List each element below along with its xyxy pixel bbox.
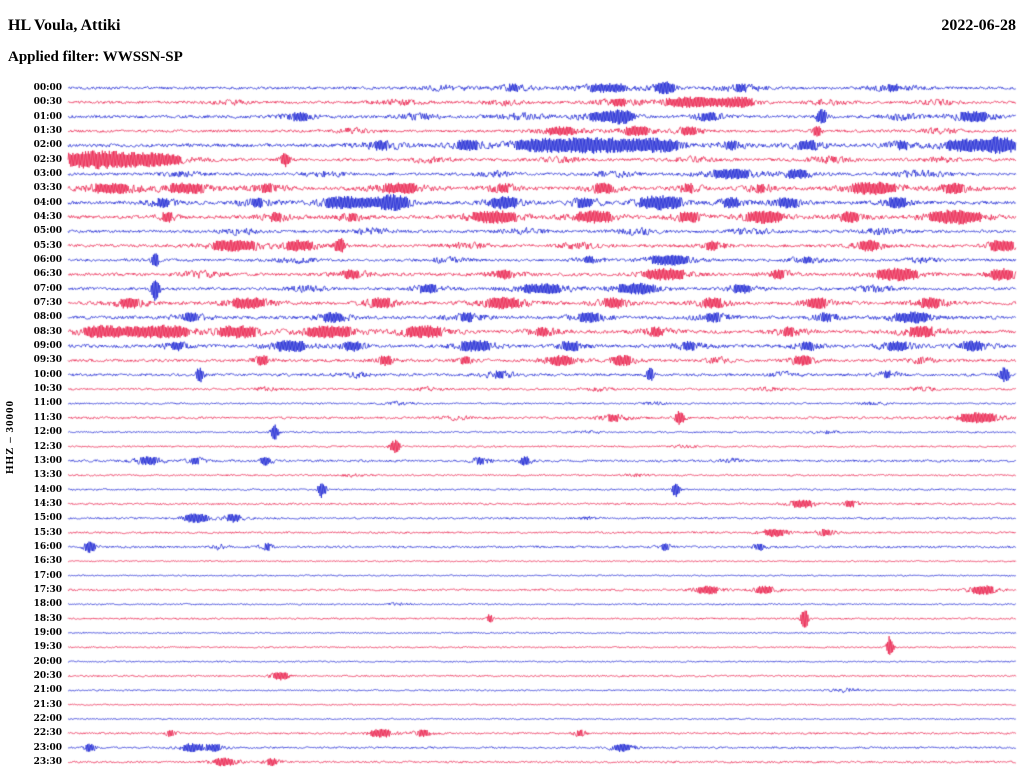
time-label: 09:00 xyxy=(33,341,62,352)
time-label: 01:30 xyxy=(33,126,62,137)
time-label: 18:30 xyxy=(33,613,62,624)
time-axis: 00:00 00:30 01:00 01:30 02:00 02:30 03:00 03:30… xyxy=(0,0,64,780)
time-label: 02:30 xyxy=(33,154,62,165)
time-label: 05:30 xyxy=(33,240,62,251)
time-label: 03:00 xyxy=(33,169,62,180)
time-label: 15:00 xyxy=(33,513,62,524)
time-label: 12:00 xyxy=(33,427,62,438)
time-label: 21:00 xyxy=(33,685,62,696)
time-label: 04:00 xyxy=(33,197,62,208)
time-label: 02:00 xyxy=(33,140,62,151)
time-label: 04:30 xyxy=(33,212,62,223)
time-label: 03:30 xyxy=(33,183,62,194)
time-label: 13:00 xyxy=(33,455,62,466)
time-label: 18:00 xyxy=(33,599,62,610)
time-label: 11:30 xyxy=(33,412,62,423)
time-label: 20:30 xyxy=(33,670,62,681)
time-label: 23:30 xyxy=(33,757,62,767)
time-label: 07:30 xyxy=(33,298,62,309)
time-label: 10:30 xyxy=(33,384,62,395)
time-label: 11:00 xyxy=(33,398,62,409)
time-label: 17:30 xyxy=(33,584,62,595)
filter-label: Applied filter: WWSSN-SP xyxy=(8,49,183,65)
time-label: 15:30 xyxy=(33,527,62,538)
time-label: 06:30 xyxy=(33,269,62,280)
time-label: 09:30 xyxy=(33,355,62,366)
time-label: 00:30 xyxy=(33,97,62,108)
time-label: 13:30 xyxy=(33,470,62,481)
time-label: 16:00 xyxy=(33,541,62,552)
station-title: HL Voula, Attiki xyxy=(8,17,121,34)
time-label: 14:30 xyxy=(33,498,62,509)
time-label: 19:30 xyxy=(33,642,62,653)
time-label: 12:30 xyxy=(33,441,62,452)
time-label: 23:00 xyxy=(33,742,62,753)
date-label: 2022-06-28 xyxy=(941,17,1016,34)
time-label: 21:30 xyxy=(33,699,62,710)
time-label: 08:30 xyxy=(33,326,62,337)
time-label: 08:00 xyxy=(33,312,62,323)
time-label: 22:30 xyxy=(33,728,62,739)
time-label: 19:00 xyxy=(33,627,62,638)
time-label: 22:00 xyxy=(33,713,62,724)
time-label: 07:00 xyxy=(33,283,62,294)
time-label: 14:00 xyxy=(33,484,62,495)
time-label: 16:30 xyxy=(33,556,62,567)
time-label: 17:00 xyxy=(33,570,62,581)
time-label: 01:00 xyxy=(33,111,62,122)
time-label: 10:00 xyxy=(33,369,62,380)
time-label: 05:00 xyxy=(33,226,62,237)
time-label: 06:00 xyxy=(33,255,62,266)
time-label: 00:00 xyxy=(33,83,62,93)
time-label: 20:00 xyxy=(33,656,62,667)
